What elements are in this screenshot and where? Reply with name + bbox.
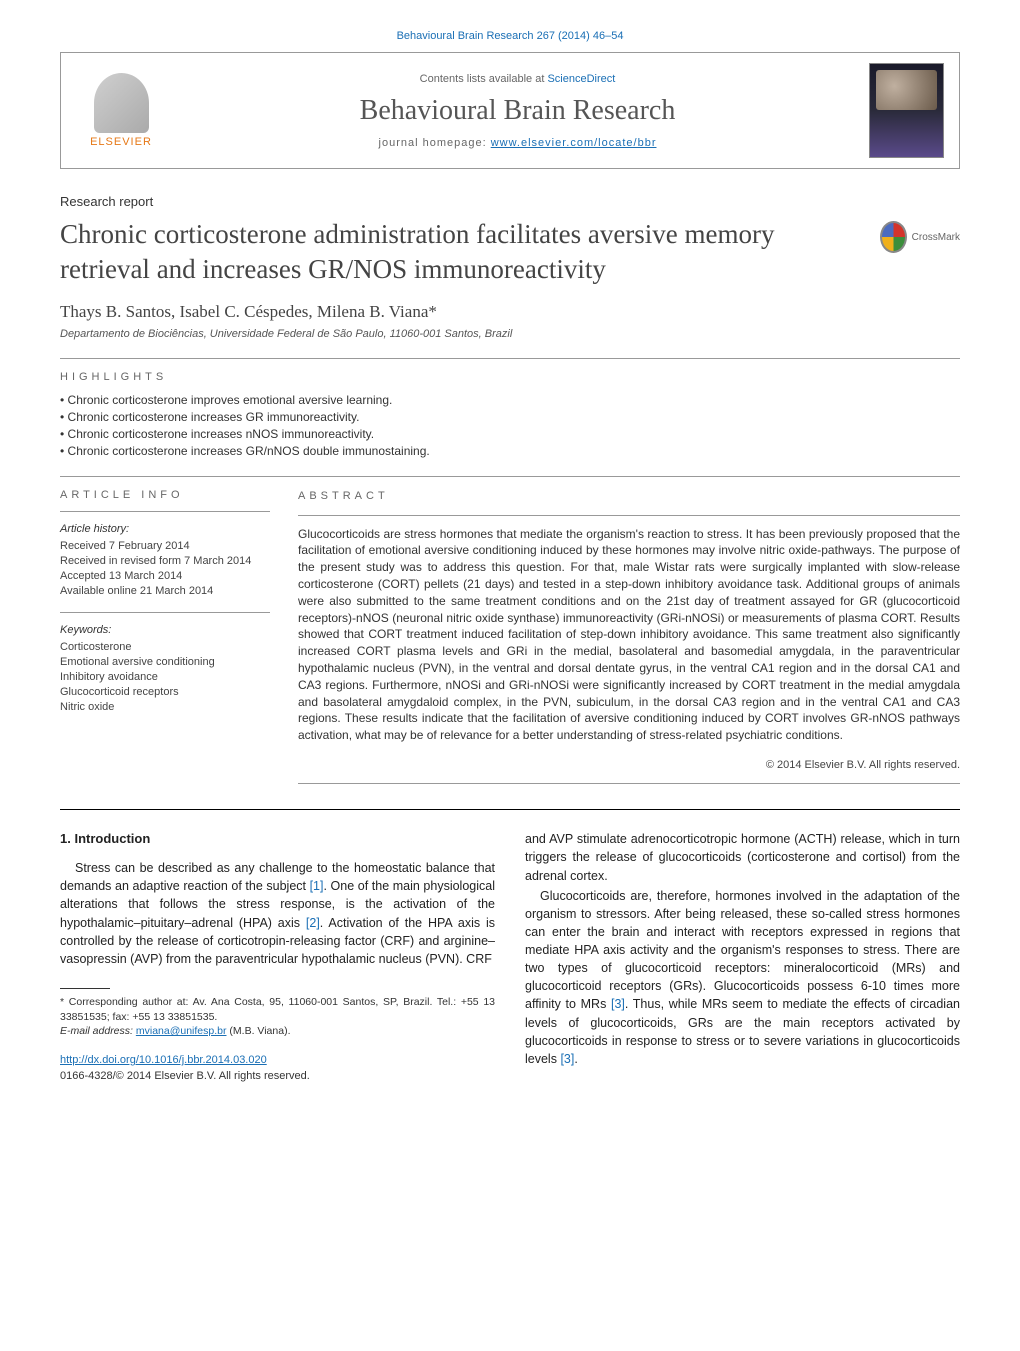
separator [60,511,270,512]
reference-link[interactable]: [2] [306,916,320,930]
citation-header: Behavioural Brain Research 267 (2014) 46… [60,30,960,42]
highlight-item: Chronic corticosterone improves emotiona… [60,393,960,407]
homepage-prefix: journal homepage: [379,137,491,149]
journal-homepage-line: journal homepage: www.elsevier.com/locat… [166,137,869,149]
highlight-item: Chronic corticosterone increases GR/nNOS… [60,444,960,458]
elsevier-name: ELSEVIER [90,136,152,148]
body-columns: 1. Introduction Stress can be described … [60,830,960,1085]
email-line: E-mail address: mviana@unifesp.br (M.B. … [60,1024,495,1039]
header-center: Contents lists available at ScienceDirec… [166,73,869,149]
journal-header-box: ELSEVIER Contents lists available at Sci… [60,52,960,169]
history-heading: Article history: [60,522,270,537]
contents-prefix: Contents lists available at [420,73,548,85]
keywords-block: Keywords: Corticosterone Emotional avers… [60,623,270,714]
page-root: Behavioural Brain Research 267 (2014) 46… [0,0,1020,1125]
separator [60,476,960,477]
separator [60,612,270,613]
keywords-heading: Keywords: [60,623,270,638]
elsevier-logo: ELSEVIER [76,73,166,148]
email-link[interactable]: mviana@unifesp.br [136,1025,227,1037]
section-heading-introduction: 1. Introduction [60,830,495,849]
crossmark-icon [880,221,907,253]
corresponding-author: * Corresponding author at: Av. Ana Costa… [60,995,495,1024]
separator [60,358,960,359]
history-revised: Received in revised form 7 March 2014 [60,554,270,569]
crossmark-badge[interactable]: CrossMark [880,217,960,257]
separator [298,515,960,516]
article-history-block: Article history: Received 7 February 201… [60,522,270,598]
journal-homepage-link[interactable]: www.elsevier.com/locate/bbr [491,137,657,149]
abstract-text: Glucocorticoids are stress hormones that… [298,526,960,744]
body-paragraph: Stress can be described as any challenge… [60,859,495,968]
body-paragraph: and AVP stimulate adrenocorticotropic ho… [525,830,960,884]
reference-link[interactable]: [1] [310,879,324,893]
keyword: Emotional aversive conditioning [60,655,270,670]
contents-available-line: Contents lists available at ScienceDirec… [166,73,869,85]
body-paragraph: Glucocorticoids are, therefore, hormones… [525,887,960,1068]
full-separator [60,809,960,810]
doi-link[interactable]: http://dx.doi.org/10.1016/j.bbr.2014.03.… [60,1054,267,1066]
body-text: Glucocorticoids are, therefore, hormones… [525,889,960,1012]
article-type: Research report [60,194,960,209]
history-online: Available online 21 March 2014 [60,584,270,599]
title-row: Chronic corticosterone administration fa… [60,217,960,287]
article-info-heading: ARTICLE INFO [60,489,270,501]
reference-link[interactable]: [3] [560,1052,574,1066]
keyword: Nitric oxide [60,700,270,715]
footnotes: * Corresponding author at: Av. Ana Costa… [60,995,495,1039]
article-info-column: ARTICLE INFO Article history: Received 7… [60,489,270,784]
reference-link[interactable]: [3] [611,997,625,1011]
affiliation: Departamento de Biociências, Universidad… [60,328,960,340]
elsevier-tree-icon [94,73,149,133]
highlight-item: Chronic corticosterone increases GR immu… [60,410,960,424]
email-suffix: (M.B. Viana). [229,1025,290,1037]
crossmark-label: CrossMark [912,232,960,243]
issn-copyright: 0166-4328/© 2014 Elsevier B.V. All right… [60,1070,310,1082]
footnote-separator [60,988,110,989]
article-title: Chronic corticosterone administration fa… [60,217,860,287]
body-column-left: 1. Introduction Stress can be described … [60,830,495,1085]
journal-cover-thumbnail [869,63,944,158]
citation-link[interactable]: Behavioural Brain Research 267 (2014) 46… [397,30,624,42]
highlight-item: Chronic corticosterone increases nNOS im… [60,427,960,441]
highlights-list: Chronic corticosterone improves emotiona… [60,393,960,458]
keyword: Glucocorticoid receptors [60,685,270,700]
body-text: . [574,1052,577,1066]
abstract-copyright: © 2014 Elsevier B.V. All rights reserved… [298,758,960,773]
keyword: Corticosterone [60,640,270,655]
history-accepted: Accepted 13 March 2014 [60,569,270,584]
abstract-heading: ABSTRACT [298,489,960,504]
authors: Thays B. Santos, Isabel C. Céspedes, Mil… [60,302,960,322]
body-column-right: and AVP stimulate adrenocorticotropic ho… [525,830,960,1085]
info-abstract-row: ARTICLE INFO Article history: Received 7… [60,489,960,784]
doi-block: http://dx.doi.org/10.1016/j.bbr.2014.03.… [60,1053,495,1085]
journal-name: Behavioural Brain Research [166,95,869,127]
keyword: Inhibitory avoidance [60,670,270,685]
email-label: E-mail address: [60,1025,136,1037]
history-received: Received 7 February 2014 [60,539,270,554]
highlights-heading: HIGHLIGHTS [60,371,960,383]
abstract-column: ABSTRACT Glucocorticoids are stress horm… [298,489,960,784]
sciencedirect-link[interactable]: ScienceDirect [547,73,615,85]
separator [298,783,960,784]
